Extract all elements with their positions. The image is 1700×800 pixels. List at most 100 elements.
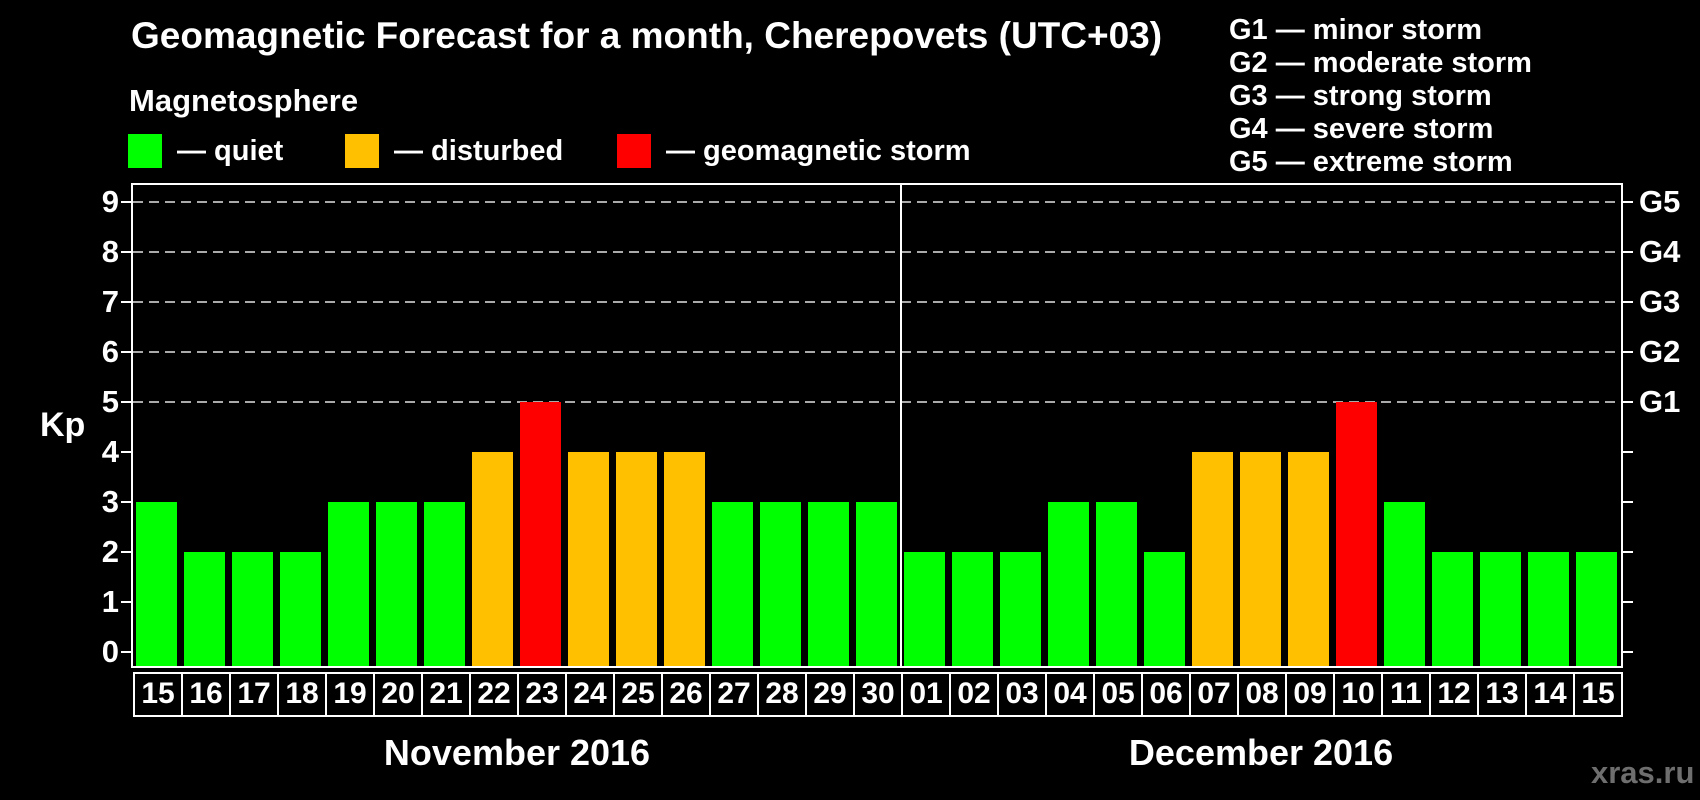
- day-label: 06: [1141, 672, 1191, 717]
- day-label: 30: [853, 672, 903, 717]
- kp-bar: [568, 452, 609, 666]
- watermark: xras.ru: [1591, 755, 1695, 790]
- day-label: 04: [1045, 672, 1095, 717]
- kp-bar: [1528, 552, 1569, 666]
- day-label: 13: [1477, 672, 1527, 717]
- day-label: 22: [469, 672, 519, 717]
- g1-legend-line: G1 — minor storm: [1229, 14, 1482, 46]
- g-tick-label: G4: [1639, 234, 1681, 269]
- kp-bar: [952, 552, 993, 666]
- kp-tick-label: 1: [101, 584, 119, 619]
- kp-bar: [1144, 552, 1185, 666]
- kp-bar: [184, 552, 225, 666]
- day-label: 11: [1381, 672, 1431, 717]
- g-tick-label: G5: [1639, 184, 1681, 219]
- kp-bar: [1576, 552, 1617, 666]
- quiet-swatch: [128, 134, 162, 168]
- month-label: December 2016: [1128, 732, 1394, 773]
- kp-bar: [1096, 502, 1137, 666]
- g-axis-tick: [1623, 601, 1633, 603]
- chart-title: Geomagnetic Forecast for a month, Cherep…: [131, 15, 1163, 56]
- day-label: 26: [661, 672, 711, 717]
- kp-bar: [472, 452, 513, 666]
- kp-bar: [1480, 552, 1521, 666]
- grid-line: [133, 301, 1621, 303]
- kp-axis-tick: [121, 201, 131, 203]
- month-divider: [900, 185, 902, 666]
- magnetosphere-label: Magnetosphere: [129, 83, 359, 118]
- g-tick-label: G1: [1639, 384, 1681, 419]
- g-axis-tick: [1623, 651, 1633, 653]
- kp-axis-title: Kp: [40, 406, 86, 444]
- kp-bar: [1240, 452, 1281, 666]
- kp-bar: [1288, 452, 1329, 666]
- day-label: 08: [1237, 672, 1287, 717]
- kp-bar: [232, 552, 273, 666]
- kp-tick-label: 7: [101, 284, 119, 319]
- g4-legend-line: G4 — severe storm: [1229, 113, 1494, 145]
- day-label: 28: [757, 672, 807, 717]
- grid-line: [133, 201, 1621, 203]
- kp-axis-tick: [121, 351, 131, 353]
- kp-axis-tick: [121, 501, 131, 503]
- g-tick-label: G2: [1639, 334, 1681, 369]
- kp-tick-label: 8: [101, 234, 119, 269]
- disturbed-swatch: [345, 134, 379, 168]
- kp-bar: [1000, 552, 1041, 666]
- day-label: 12: [1429, 672, 1479, 717]
- kp-tick-label: 3: [101, 484, 119, 519]
- day-label: 16: [181, 672, 231, 717]
- kp-axis-tick: [121, 451, 131, 453]
- grid-line: [133, 401, 1621, 403]
- month-label: November 2016: [383, 732, 651, 773]
- kp-bar: [1048, 502, 1089, 666]
- day-label: 20: [373, 672, 423, 717]
- kp-bar: [616, 452, 657, 666]
- g-axis-tick: [1623, 301, 1633, 303]
- day-label: 10: [1333, 672, 1383, 717]
- kp-bar: [904, 552, 945, 666]
- storm-swatch: [617, 134, 651, 168]
- storm-label: — geomagnetic storm: [666, 135, 971, 167]
- g-axis-tick: [1623, 201, 1633, 203]
- kp-axis-tick: [121, 251, 131, 253]
- g5-legend-line: G5 — extreme storm: [1229, 146, 1513, 178]
- kp-bar: [856, 502, 897, 666]
- day-label: 21: [421, 672, 471, 717]
- grid-line: [133, 251, 1621, 253]
- kp-axis-tick: [121, 551, 131, 553]
- kp-axis-tick: [121, 601, 131, 603]
- day-label: 15: [1573, 672, 1623, 717]
- kp-bar: [328, 502, 369, 666]
- g3-legend-line: G3 — strong storm: [1229, 80, 1492, 112]
- g-axis-tick: [1623, 351, 1633, 353]
- day-label: 15: [133, 672, 183, 717]
- kp-bar: [1192, 452, 1233, 666]
- kp-axis-tick: [121, 651, 131, 653]
- kp-bar: [520, 402, 561, 666]
- day-label: 14: [1525, 672, 1575, 717]
- disturbed-label: — disturbed: [394, 135, 564, 167]
- kp-axis-tick: [121, 301, 131, 303]
- plot-area: [121, 183, 1633, 668]
- g2-legend-line: G2 — moderate storm: [1229, 47, 1532, 79]
- g-axis-tick: [1623, 251, 1633, 253]
- day-label: 09: [1285, 672, 1335, 717]
- g-scale-legend: G1 — minor storm G2 — moderate storm G3 …: [1229, 14, 1532, 179]
- kp-tick-label: 5: [101, 384, 119, 419]
- kp-axis-tick: [121, 401, 131, 403]
- kp-bar: [136, 502, 177, 666]
- kp-tick-label: 6: [101, 334, 119, 369]
- day-label: 05: [1093, 672, 1143, 717]
- g-tick-label: G3: [1639, 284, 1681, 319]
- day-label: 01: [901, 672, 951, 717]
- kp-bar: [712, 502, 753, 666]
- kp-bar: [760, 502, 801, 666]
- kp-tick-label: 9: [101, 184, 119, 219]
- g-axis-tick: [1623, 451, 1633, 453]
- kp-tick-label: 4: [101, 434, 119, 469]
- kp-bar: [1432, 552, 1473, 666]
- kp-tick-label: 0: [101, 634, 119, 669]
- g-axis-tick: [1623, 401, 1633, 403]
